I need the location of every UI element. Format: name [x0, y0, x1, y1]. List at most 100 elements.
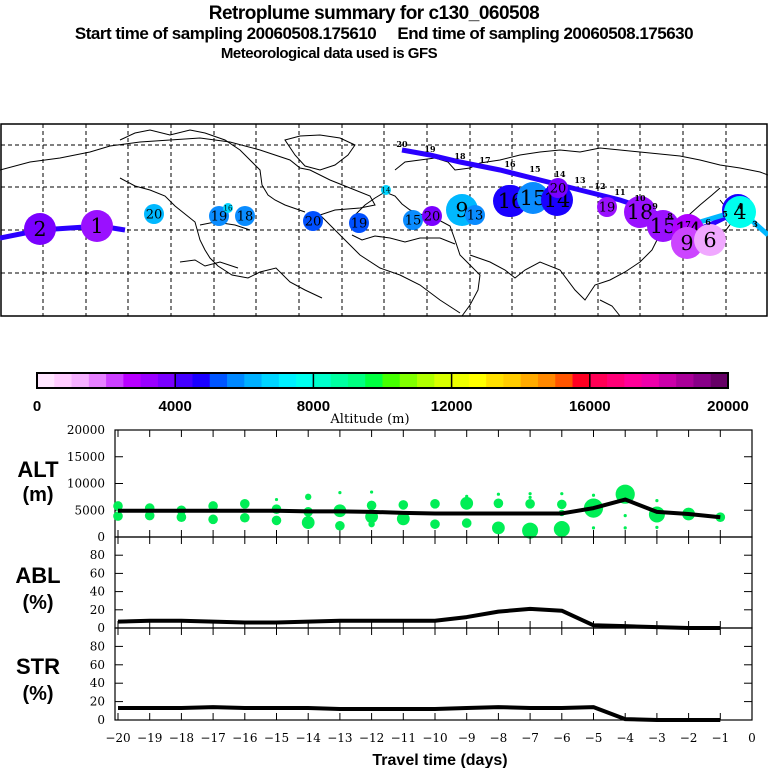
colorbar-swatch	[399, 373, 418, 388]
map-cluster-label: 20	[146, 208, 163, 223]
colorbar-swatch	[123, 373, 142, 388]
x-tick-label: −4	[616, 731, 634, 745]
map-coastlines	[0, 129, 768, 317]
x-tick-label: −9	[458, 731, 476, 745]
sampling-time-subtitle: Start time of sampling 20060508.175610 E…	[74, 24, 694, 43]
map-cluster-label: 4	[733, 200, 746, 224]
map-cluster-label: 15	[650, 214, 676, 238]
altitude-cluster-point	[366, 500, 377, 511]
colorbar-swatch	[624, 373, 643, 388]
colorbar-tick-label: 12000	[431, 398, 473, 415]
altitude-cluster-point	[623, 526, 627, 530]
map-cluster-label: 20	[424, 210, 441, 225]
altitude-cluster-point	[396, 512, 410, 526]
y-tick-label: 0	[97, 530, 105, 544]
panel-abl: 0 20 40 60 80 ABL (%)	[15, 536, 753, 635]
colorbar-swatch	[434, 373, 453, 388]
y-tick-label: 0	[97, 621, 105, 635]
map-cluster-marker	[381, 185, 391, 195]
panel-unit-label: (%)	[22, 592, 53, 614]
colorbar-swatch	[54, 373, 73, 388]
altitude-cluster-point	[655, 499, 659, 503]
y-tick-label: 80	[90, 639, 105, 653]
y-tick-label: 5000	[74, 503, 105, 517]
coast-segment	[284, 134, 356, 171]
trajectory-day-label: 17	[479, 155, 490, 165]
altitude-cluster-point	[208, 501, 218, 511]
map-cluster-label: 20	[305, 215, 322, 230]
altitude-cluster-point	[522, 522, 539, 539]
coast-segment	[351, 234, 456, 245]
colorbar-axis-label: Altitude (m)	[329, 412, 409, 427]
trajectory-day-labels: 20 19 18 17 16 15 14 13 12 11 10 98 7 6 543	[396, 139, 758, 229]
panel-frame	[114, 627, 753, 721]
map-cluster-marker	[349, 213, 369, 233]
x-tick-label: −10	[422, 731, 447, 745]
colorbar-swatch	[296, 373, 314, 388]
colorbar-swatch	[88, 373, 107, 388]
altitude-cluster-point	[492, 521, 505, 535]
colorbar-swatch	[347, 373, 366, 388]
colorbar-swatch	[71, 373, 90, 388]
colorbar-swatch	[140, 373, 159, 388]
series-line-str	[118, 705, 721, 722]
altitude-cluster-point	[113, 511, 123, 521]
x-tick-label: −1	[711, 731, 729, 745]
x-tick-label: −2	[680, 731, 698, 745]
x-tick-label: −16	[232, 731, 257, 745]
colorbar-swatch	[157, 373, 176, 388]
time-series-panels: 0 5000 10000 15000 20000 ALT(m) 0 20 40 60 80 ABL (%…	[15, 423, 755, 768]
colorbar-swatch	[710, 373, 729, 388]
y-tick-label: 15000	[67, 450, 105, 464]
colorbar-swatch	[537, 373, 556, 388]
map-cluster-marker	[81, 210, 113, 242]
map-cluster-label: 19	[351, 217, 368, 232]
colorbar-swatch	[572, 373, 591, 388]
coast-segment	[479, 147, 768, 176]
colorbar-tick-label: 8000	[297, 398, 330, 415]
coast-segment	[119, 177, 323, 299]
altitude-cluster-point	[461, 518, 472, 528]
y-tick-label: 60	[90, 566, 105, 580]
map-cluster-marker	[235, 206, 255, 226]
map-cluster-label: 20	[550, 182, 567, 197]
altitude-cluster-point	[144, 510, 155, 521]
trajectory-day-label: 8	[667, 211, 673, 221]
coast-segment	[599, 299, 621, 317]
x-tick-label: −11	[391, 731, 416, 745]
map-cluster-label: 13	[467, 209, 484, 224]
x-tick-label: −20	[105, 731, 130, 745]
colorbar-swatch	[227, 373, 245, 388]
colorbar-swatch	[244, 373, 263, 388]
altitude-cluster-point	[305, 493, 312, 501]
x-axis-label: Travel time (days)	[372, 752, 507, 768]
trajectory-day-label: 12	[594, 181, 605, 191]
map-cluster-label: 16	[224, 204, 233, 212]
altitude-cluster-point	[398, 500, 409, 510]
map-cluster-label: 19	[599, 201, 616, 216]
map-cluster-marker	[517, 182, 549, 214]
x-tick-label: −12	[359, 731, 384, 745]
x-tick-label: 0	[748, 731, 756, 745]
colorbar-swatch	[676, 373, 694, 388]
map-cluster-label: 9	[680, 231, 693, 255]
trajectory-map: 2120191618201914152091318161514201918151…	[0, 123, 768, 317]
panel-label: ABL	[15, 563, 60, 588]
series-line-abl	[117, 606, 721, 630]
altitude-cluster-point	[623, 514, 627, 518]
altitude-cluster-point	[655, 525, 659, 529]
altitude-cluster-point	[430, 519, 440, 529]
colorbar-swatch	[365, 373, 383, 388]
coast-segment	[179, 259, 239, 269]
altitude-cluster-point	[496, 492, 500, 496]
colorbar-swatch	[209, 373, 228, 388]
altitude-colorbar: 0 4000 8000 12000 16000 20000 Altitude (m)	[33, 372, 749, 427]
altitude-cluster-point	[591, 526, 596, 530]
map-cluster-label: 19	[211, 210, 228, 225]
map-cluster-marker	[422, 206, 442, 226]
trajectory-day-label: 6	[705, 217, 711, 227]
y-tick-label: 10000	[67, 477, 105, 491]
altitude-cluster-point	[591, 493, 596, 497]
altitude-cluster-point	[274, 497, 279, 502]
